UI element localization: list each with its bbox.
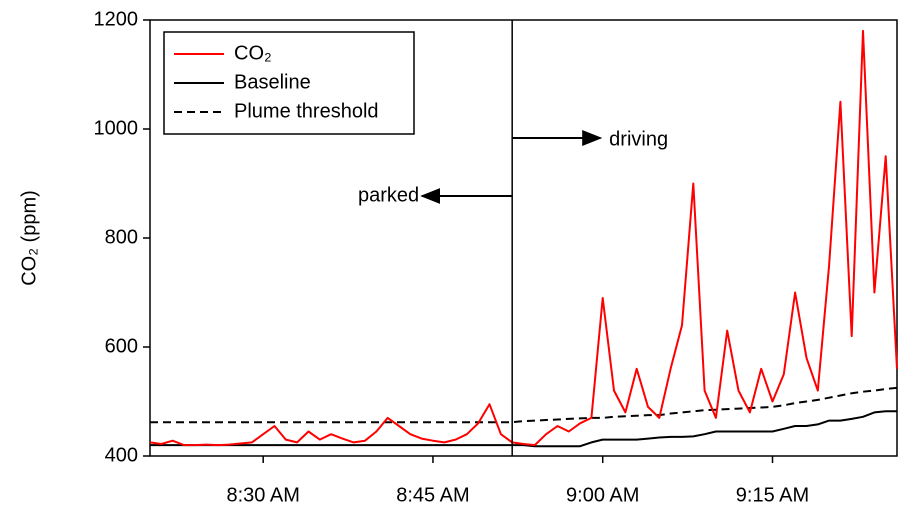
y-tick-label: 400 <box>105 444 138 466</box>
legend-label: CO₂ <box>234 42 272 64</box>
annotation: driving <box>609 128 668 150</box>
legend-label: Baseline <box>234 71 311 93</box>
legend-label: Plume threshold <box>234 100 379 122</box>
series-line <box>150 410 897 448</box>
x-tick-label: 8:45 AM <box>396 484 469 506</box>
y-tick-label: 800 <box>105 226 138 248</box>
y-tick-label: 1200 <box>94 8 139 30</box>
x-tick-label: 9:00 AM <box>566 484 639 506</box>
y-axis-label: CO₂ (ppm) <box>18 190 40 286</box>
y-tick-label: 600 <box>105 335 138 357</box>
x-tick-label: 8:30 AM <box>226 484 299 506</box>
x-tick-label: 9:15 AM <box>736 484 809 506</box>
series-line <box>150 386 898 424</box>
annotation: parked <box>358 184 419 206</box>
series-line <box>149 29 898 447</box>
y-tick-label: 1000 <box>94 117 139 139</box>
